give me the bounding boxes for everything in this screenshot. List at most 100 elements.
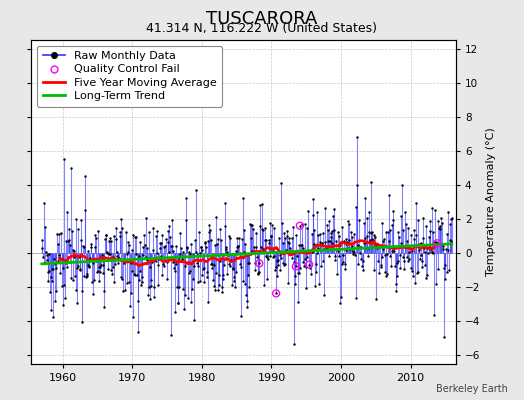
- Point: [389, 217, 397, 223]
- Point: [419, 234, 428, 241]
- Point: [163, 228, 172, 234]
- Point: [222, 244, 231, 250]
- Point: [192, 248, 200, 255]
- Point: [283, 228, 291, 234]
- Point: [98, 257, 106, 264]
- Point: [112, 224, 121, 231]
- Point: [57, 230, 65, 236]
- Point: [212, 214, 220, 220]
- Point: [237, 313, 246, 319]
- Point: [420, 244, 428, 251]
- Point: [67, 274, 75, 281]
- Point: [338, 224, 346, 230]
- Point: [262, 252, 270, 259]
- Point: [359, 258, 367, 264]
- Point: [230, 278, 238, 284]
- Point: [139, 244, 148, 250]
- Point: [203, 274, 211, 280]
- Point: [130, 272, 139, 278]
- Point: [377, 254, 386, 260]
- Point: [431, 281, 440, 288]
- Point: [148, 225, 157, 232]
- Point: [401, 244, 409, 250]
- Point: [201, 239, 209, 245]
- Point: [285, 235, 293, 241]
- Point: [258, 201, 266, 207]
- Point: [232, 248, 241, 254]
- Point: [228, 266, 237, 272]
- Point: [401, 209, 410, 215]
- Point: [243, 298, 252, 304]
- Point: [185, 248, 193, 255]
- Point: [290, 259, 298, 266]
- Point: [399, 266, 408, 272]
- Point: [380, 236, 388, 242]
- Point: [259, 227, 268, 233]
- Point: [420, 248, 429, 255]
- Point: [251, 259, 259, 266]
- Point: [153, 250, 161, 256]
- Point: [114, 255, 123, 262]
- Text: TUSCARORA: TUSCARORA: [206, 10, 318, 28]
- Point: [132, 234, 140, 241]
- Point: [321, 239, 329, 246]
- Point: [180, 292, 189, 298]
- Point: [219, 271, 227, 278]
- Point: [331, 253, 340, 260]
- Point: [247, 222, 255, 228]
- Point: [367, 179, 375, 186]
- Point: [323, 238, 332, 244]
- Point: [356, 250, 364, 256]
- Point: [281, 235, 290, 242]
- Point: [242, 292, 250, 298]
- Point: [284, 239, 292, 246]
- Point: [88, 257, 96, 263]
- Point: [85, 263, 94, 270]
- Point: [146, 296, 154, 303]
- Point: [441, 262, 450, 268]
- Point: [223, 271, 231, 277]
- Point: [209, 262, 217, 268]
- Point: [388, 248, 396, 254]
- Point: [47, 306, 55, 313]
- Point: [301, 256, 309, 262]
- Point: [195, 250, 204, 256]
- Point: [421, 222, 430, 229]
- Point: [108, 271, 116, 278]
- Point: [138, 278, 146, 285]
- Point: [326, 230, 335, 236]
- Point: [266, 252, 274, 259]
- Point: [200, 265, 209, 271]
- Point: [239, 195, 247, 202]
- Point: [211, 286, 219, 293]
- Point: [118, 225, 126, 231]
- Point: [325, 253, 334, 260]
- Point: [120, 258, 128, 264]
- Point: [80, 243, 89, 250]
- Point: [205, 229, 213, 235]
- Point: [173, 300, 182, 306]
- Point: [99, 270, 107, 276]
- Point: [317, 242, 325, 249]
- Point: [377, 262, 385, 268]
- Point: [184, 294, 192, 301]
- Point: [256, 223, 264, 230]
- Point: [193, 259, 201, 266]
- Point: [313, 250, 322, 256]
- Point: [176, 230, 184, 236]
- Point: [369, 267, 378, 274]
- Point: [422, 274, 431, 281]
- Point: [133, 272, 141, 279]
- Point: [330, 206, 338, 213]
- Point: [387, 263, 395, 269]
- Point: [179, 248, 187, 255]
- Point: [199, 266, 208, 272]
- Point: [135, 253, 144, 259]
- Point: [331, 257, 339, 264]
- Point: [238, 278, 247, 284]
- Point: [206, 236, 215, 243]
- Point: [438, 220, 446, 226]
- Y-axis label: Temperature Anomaly (°C): Temperature Anomaly (°C): [486, 128, 496, 276]
- Point: [432, 240, 441, 246]
- Point: [398, 227, 407, 234]
